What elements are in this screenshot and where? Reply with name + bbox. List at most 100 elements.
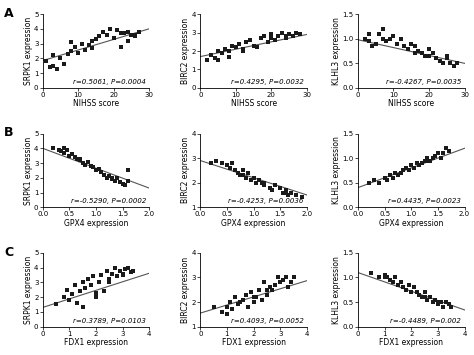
Text: r=-0.4267, P=0.0035: r=-0.4267, P=0.0035	[386, 79, 461, 85]
Point	[379, 36, 387, 42]
Point	[135, 29, 142, 35]
Point	[119, 272, 127, 278]
Point	[52, 302, 60, 307]
Point	[111, 178, 118, 184]
X-axis label: GPX4 expression: GPX4 expression	[64, 219, 128, 228]
Point	[375, 31, 383, 37]
Y-axis label: BIRC2 expression: BIRC2 expression	[181, 18, 190, 84]
Point	[282, 187, 289, 193]
Point	[124, 38, 132, 44]
X-axis label: NIHSS score: NIHSS score	[388, 99, 434, 108]
Point	[231, 168, 239, 173]
Point	[255, 178, 263, 183]
Point	[46, 64, 54, 70]
Point	[445, 148, 452, 154]
Point	[287, 279, 295, 285]
Point	[408, 289, 415, 295]
Point	[289, 33, 296, 39]
Point	[246, 37, 254, 43]
Point	[381, 272, 388, 278]
Point	[381, 175, 388, 181]
Point	[292, 192, 300, 198]
Text: r=0.4295, P=0.0032: r=0.4295, P=0.0032	[231, 79, 304, 85]
Point	[285, 32, 293, 37]
Point	[439, 151, 447, 156]
Point	[258, 180, 265, 186]
Text: r=0.4435, P=0.0023: r=0.4435, P=0.0023	[389, 198, 461, 204]
Point	[78, 41, 85, 47]
Point	[268, 187, 276, 193]
Point	[223, 163, 231, 168]
Point	[117, 44, 125, 49]
Text: r=-0.4253, P=0.0036: r=-0.4253, P=0.0036	[228, 198, 304, 204]
Point	[100, 288, 108, 294]
Point	[279, 190, 287, 195]
Point	[410, 165, 418, 171]
Point	[113, 28, 121, 33]
Point	[296, 32, 303, 37]
Point	[292, 30, 300, 36]
Text: C: C	[4, 246, 13, 258]
Point	[415, 163, 423, 168]
Point	[236, 41, 243, 47]
Point	[429, 51, 437, 56]
Point	[257, 35, 264, 41]
Point	[287, 190, 295, 195]
Point	[120, 31, 128, 36]
Y-axis label: KLHL3 expression: KLHL3 expression	[332, 17, 341, 85]
Point	[443, 53, 451, 59]
Point	[82, 47, 89, 53]
Point	[443, 56, 451, 61]
Point	[397, 279, 404, 285]
Point	[99, 29, 107, 35]
Point	[429, 155, 437, 161]
Point	[218, 160, 226, 166]
Point	[375, 275, 383, 280]
Point	[445, 302, 452, 307]
X-axis label: FDX1 expression: FDX1 expression	[221, 338, 286, 347]
Point	[207, 160, 215, 166]
Point	[250, 43, 257, 48]
Point	[98, 169, 105, 175]
Point	[439, 304, 447, 310]
Point	[223, 311, 231, 317]
Point	[400, 284, 407, 290]
Point	[383, 178, 391, 183]
Point	[367, 270, 375, 275]
Point	[95, 166, 102, 172]
Point	[84, 159, 92, 164]
Point	[103, 32, 110, 38]
Y-axis label: KLHL3 expression: KLHL3 expression	[332, 256, 341, 324]
Point	[234, 302, 241, 307]
Point	[390, 33, 397, 39]
Y-axis label: BIRC2 expression: BIRC2 expression	[181, 257, 190, 323]
Point	[105, 277, 113, 282]
X-axis label: GPX4 expression: GPX4 expression	[379, 219, 444, 228]
Point	[442, 299, 450, 305]
Point	[365, 180, 373, 186]
Point	[242, 292, 249, 297]
Point	[434, 302, 442, 307]
Point	[127, 269, 134, 275]
Point	[426, 294, 434, 300]
Point	[255, 287, 263, 293]
Point	[290, 275, 297, 280]
Point	[268, 287, 276, 293]
Point	[87, 163, 94, 169]
Point	[274, 275, 282, 280]
Point	[232, 44, 240, 50]
Point	[298, 195, 305, 200]
Point	[408, 289, 415, 295]
Point	[263, 287, 271, 293]
Point	[84, 277, 92, 282]
X-axis label: GPX4 expression: GPX4 expression	[221, 219, 286, 228]
Point	[386, 277, 394, 283]
Point	[284, 284, 292, 290]
Point	[282, 275, 289, 280]
Point	[239, 168, 247, 173]
Point	[63, 147, 71, 153]
Point	[124, 168, 132, 173]
Point	[447, 60, 454, 66]
Point	[284, 192, 292, 198]
Point	[214, 58, 222, 63]
